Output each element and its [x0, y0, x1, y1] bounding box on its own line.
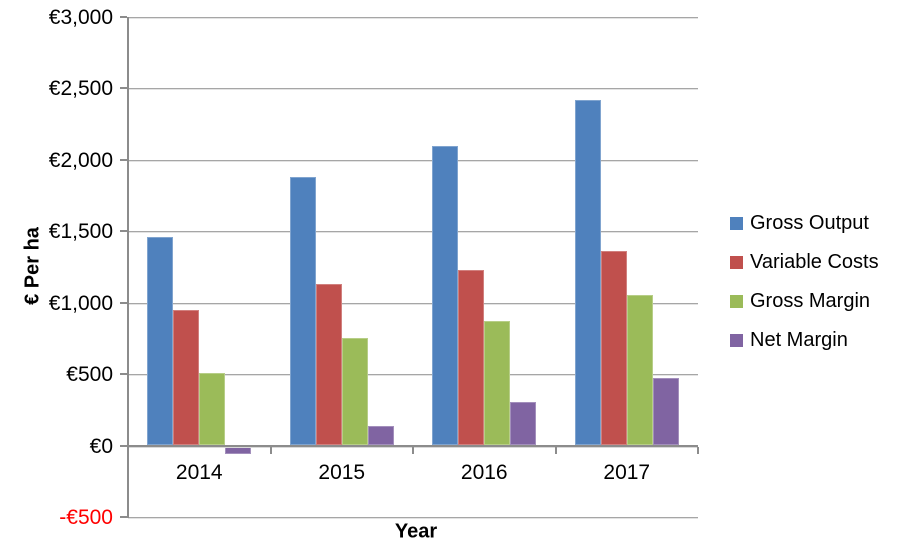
legend-label: Gross Margin [750, 290, 871, 312]
y-tick-label: €500 [66, 363, 113, 387]
legend-item: Net Margin [730, 328, 879, 353]
plot-area [128, 17, 698, 518]
y-tick-label: €0 [89, 434, 113, 458]
x-tick [269, 446, 272, 454]
gridline [128, 517, 698, 518]
bar-variable-costs-2015 [315, 284, 342, 445]
x-tick [554, 446, 557, 454]
bar-variable-costs-2014 [173, 309, 200, 445]
x-tick [697, 446, 699, 454]
legend: Gross Output Variable Costs Gross Margin Ne… [730, 211, 879, 353]
legend-item: Gross Output [730, 211, 879, 236]
bar-variable-costs-2016 [458, 269, 485, 445]
gridline [128, 17, 698, 18]
legend-label: Gross Output [750, 212, 869, 234]
y-axis-line [127, 17, 129, 518]
y-tick-label: €1,500 [48, 220, 113, 244]
x-tick-label: 2015 [318, 461, 366, 484]
legend-item: Gross Margin [730, 289, 879, 314]
x-tick-label: 2016 [460, 461, 508, 484]
legend-item: Variable Costs [730, 250, 879, 275]
y-tick-label: -€500 [59, 506, 113, 529]
bar-gross-output-2015 [289, 177, 316, 445]
bar-gross-output-2014 [147, 237, 174, 445]
x-tick-label: 2014 [175, 461, 223, 484]
y-tick-label: €2,500 [48, 77, 113, 101]
gridline [128, 302, 698, 304]
y-tick [120, 230, 127, 233]
gridline [128, 88, 698, 90]
bar-variable-costs-2017 [600, 250, 627, 445]
x-tick [127, 446, 129, 454]
y-tick [120, 301, 127, 304]
x-tick-label: 2017 [603, 461, 651, 484]
y-tick-label: €3,000 [48, 6, 113, 29]
legend-swatch [730, 295, 743, 308]
gridline [128, 231, 698, 233]
bar-net-margin-2015 [367, 426, 394, 445]
x-axis-title: Year [394, 520, 438, 543]
x-axis-zero-line [128, 444, 698, 447]
bar-gross-output-2017 [574, 99, 601, 445]
y-tick [120, 16, 127, 18]
bar-gross-margin-2016 [484, 321, 511, 445]
y-tick [120, 516, 127, 518]
bar-net-margin-2016 [510, 402, 537, 445]
y-tick [120, 158, 127, 161]
bar-gross-margin-2017 [626, 294, 653, 445]
x-tick [412, 446, 414, 454]
gridline [128, 159, 698, 161]
bar-gross-output-2016 [432, 145, 459, 445]
legend-swatch [730, 217, 743, 230]
legend-swatch [730, 256, 743, 269]
legend-label: Variable Costs [750, 251, 879, 273]
bar-net-margin-2017 [652, 377, 679, 445]
y-tick [120, 87, 127, 90]
bar-gross-margin-2015 [341, 338, 368, 445]
y-tick-label: €2,000 [48, 148, 113, 172]
bar-gross-margin-2014 [199, 372, 226, 445]
bar-net-margin-2014 [225, 446, 252, 454]
legend-label: Net Margin [750, 329, 848, 351]
y-tick [120, 373, 127, 376]
y-tick [120, 444, 127, 447]
gridline [128, 374, 698, 376]
legend-swatch [730, 334, 743, 347]
y-tick-label: €1,000 [48, 291, 113, 315]
